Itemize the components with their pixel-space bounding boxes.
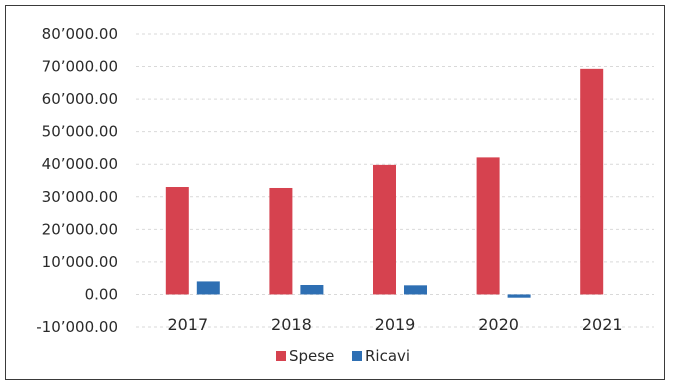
chart-frame: 80’000.00 70’000.00 60’000.00 50’000.00 40’0… bbox=[5, 5, 665, 380]
y-tick-label: 40’000.00 bbox=[42, 155, 118, 173]
y-tick-label: 50’000.00 bbox=[42, 123, 118, 141]
legend: Spese Ricavi bbox=[276, 347, 410, 365]
bar-ricavi-2020 bbox=[507, 294, 531, 298]
y-tick-label: 10’000.00 bbox=[42, 253, 118, 271]
bar-ricavi-2017 bbox=[196, 281, 220, 295]
y-tick-label: -10’000.00 bbox=[36, 318, 118, 336]
y-tick-label: 30’000.00 bbox=[42, 188, 118, 206]
bar-spese-2019 bbox=[373, 164, 396, 295]
y-tick-label: 60’000.00 bbox=[42, 90, 118, 108]
bars bbox=[165, 68, 604, 298]
y-axis-ticks: 80’000.00 70’000.00 60’000.00 50’000.00 40’0… bbox=[36, 25, 118, 336]
x-category-label: 2018 bbox=[271, 315, 312, 334]
y-tick-label: 20’000.00 bbox=[42, 220, 118, 238]
bar-spese-2018 bbox=[269, 187, 293, 295]
legend-swatch-spese bbox=[276, 351, 286, 361]
legend-label-spese: Spese bbox=[289, 347, 334, 365]
bar-ricavi-2018 bbox=[300, 285, 324, 295]
bar-spese-2021 bbox=[580, 68, 604, 295]
legend-label-ricavi: Ricavi bbox=[365, 347, 410, 365]
y-tick-label: 0.00 bbox=[85, 285, 118, 303]
x-category-label: 2020 bbox=[478, 315, 519, 334]
x-category-label: 2017 bbox=[167, 315, 208, 334]
y-tick-label: 80’000.00 bbox=[42, 25, 118, 43]
bar-spese-2020 bbox=[476, 157, 500, 295]
bar-chart: 80’000.00 70’000.00 60’000.00 50’000.00 40’0… bbox=[36, 25, 654, 365]
bar-spese-2017 bbox=[165, 187, 189, 295]
legend-swatch-ricavi bbox=[352, 351, 362, 361]
x-category-label: 2021 bbox=[582, 315, 623, 334]
bar-ricavi-2019 bbox=[404, 285, 427, 295]
x-axis-categories: 2017 2018 2019 2020 2021 bbox=[167, 315, 622, 334]
x-category-label: 2019 bbox=[375, 315, 416, 334]
y-tick-label: 70’000.00 bbox=[42, 58, 118, 76]
